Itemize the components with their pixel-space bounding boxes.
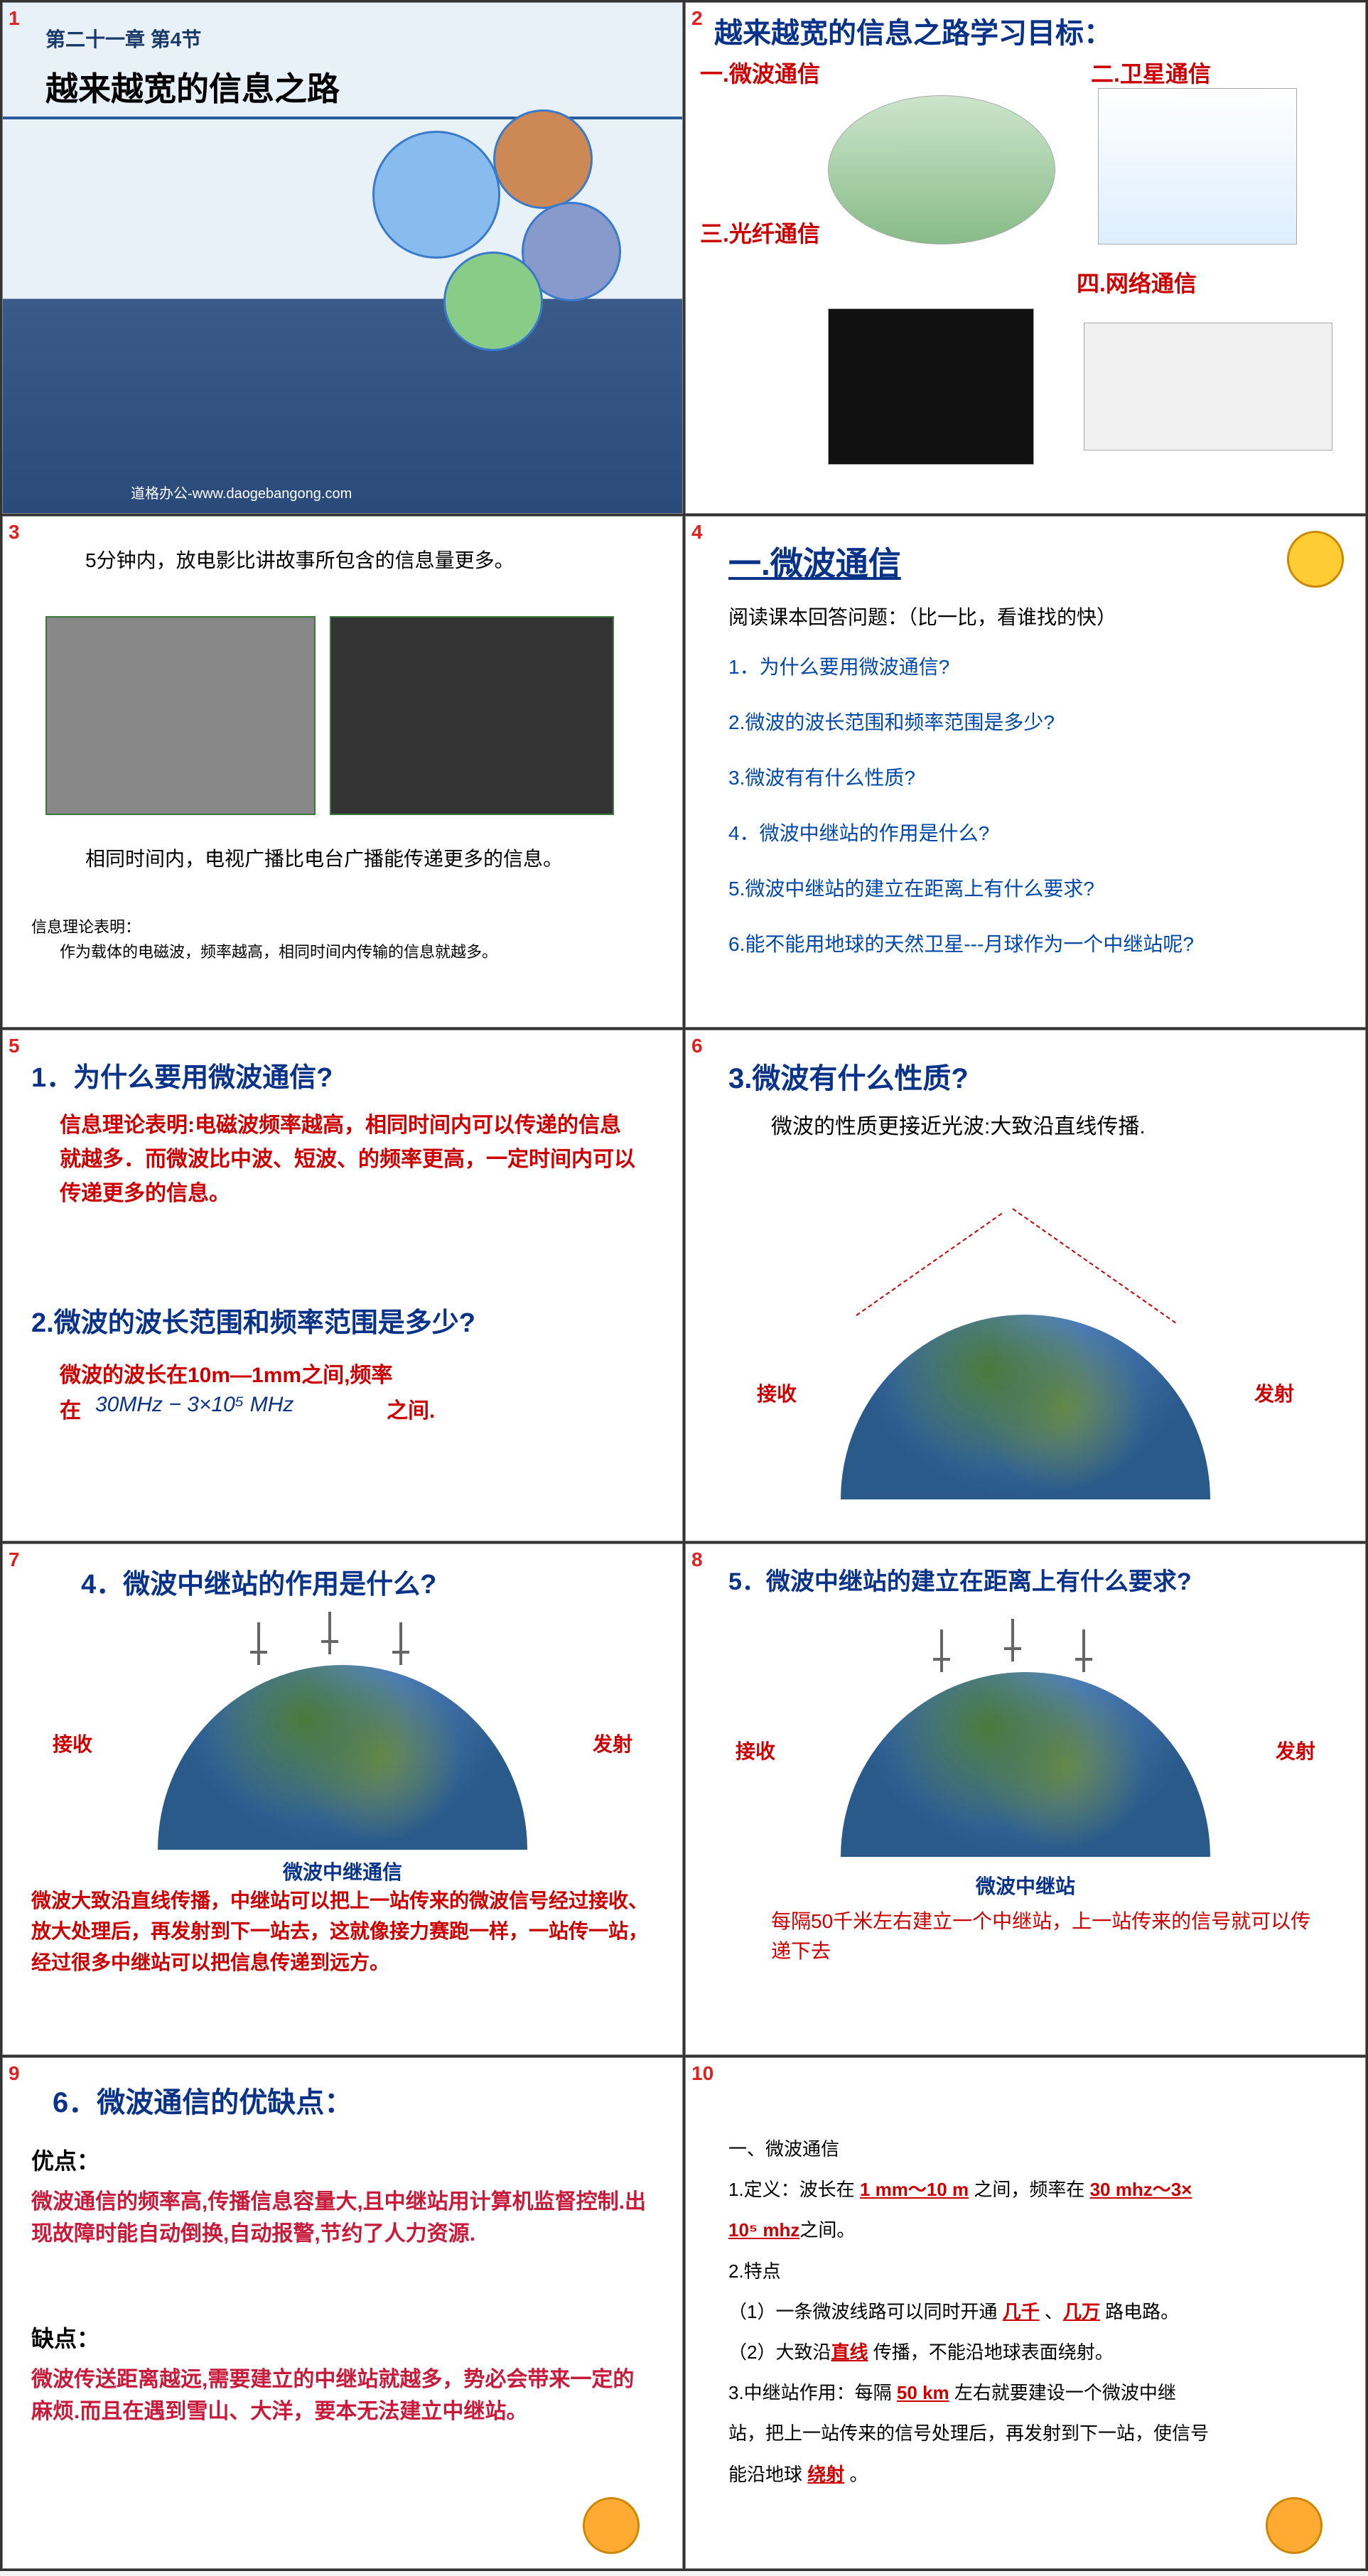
tower-icon bbox=[927, 1629, 956, 1672]
objectives-title: 越来越宽的信息之路学习目标： bbox=[714, 10, 1351, 51]
answer-5: 每隔50千米左右建立一个中继站，上一站传来的信号就可以传递下去 bbox=[771, 1907, 1323, 1966]
pros-text: 微波通信的频率高,传播信息容量大,且中继站用计算机监督控制.出现故障时能自动倒换… bbox=[31, 2186, 647, 2250]
slide-number: 7 bbox=[9, 1548, 20, 1571]
satellite-img bbox=[1098, 88, 1297, 244]
decorative-circle bbox=[372, 131, 500, 259]
slide-number: 9 bbox=[9, 2062, 20, 2085]
divider bbox=[3, 117, 682, 119]
slide-3: 3 5分钟内，放电影比讲故事所包含的信息量更多。 相同时间内，电视广播比电台广播… bbox=[2, 516, 683, 1028]
signal-line bbox=[856, 1213, 1002, 1316]
section-title: 一.微波通信 bbox=[728, 538, 901, 585]
story-img bbox=[45, 616, 316, 815]
slide-8: 8 5．微波中继站的建立在距离上有什么要求? 接收 发射 微波中继站 每隔50千… bbox=[685, 1543, 1366, 2055]
decorative-circle bbox=[493, 109, 593, 209]
slide-number: 1 bbox=[9, 7, 20, 30]
question-1: 1．为什么要用微波通信? bbox=[31, 1055, 333, 1094]
objective-item: 三.光纤通信 bbox=[700, 216, 820, 249]
answer-2a: 微波的波长在10m—1mm之间,频率 bbox=[60, 1357, 640, 1389]
question-3: 3.微波有什么性质? bbox=[728, 1055, 969, 1096]
intro-text-1: 5分钟内，放电影比讲故事所包含的信息量更多。 bbox=[45, 545, 654, 573]
microwave-img bbox=[828, 95, 1055, 244]
question-item: 3.微波有有什么性质? bbox=[728, 762, 1344, 791]
decorative-circle bbox=[443, 252, 543, 351]
tower-icon bbox=[387, 1622, 415, 1665]
intro-text-2: 相同时间内，电视广播比电台广播能传递更多的信息。 bbox=[45, 844, 654, 872]
summary-text: 一、微波通信1.定义：波长在 1 mm～10 m 之间，频率在 30 mhz～3… bbox=[728, 2129, 1330, 2495]
question-5: 5．微波中继站的建立在距离上有什么要求? bbox=[728, 1562, 1192, 1597]
question-item: 4．微波中继站的作用是什么? bbox=[728, 818, 1344, 846]
rx-label: 接收 bbox=[53, 1729, 92, 1757]
tx-label: 发射 bbox=[1276, 1736, 1315, 1764]
earth-diagram bbox=[841, 1672, 1210, 1857]
diagram-caption: 微波中继通信 bbox=[283, 1857, 402, 1885]
pros-label: 优点： bbox=[31, 2143, 99, 2176]
theory-label: 信息理论表明： bbox=[31, 915, 141, 937]
objective-item: 一.微波通信 bbox=[700, 56, 820, 89]
slide-number: 3 bbox=[9, 521, 20, 544]
slide-number: 2 bbox=[691, 7, 703, 30]
slide-6: 6 3.微波有什么性质? 微波的性质更接近光波:大致沿直线传播. 接收 发射 bbox=[685, 1030, 1366, 1541]
slide-number: 8 bbox=[691, 1548, 703, 1571]
earth-diagram bbox=[841, 1315, 1210, 1499]
objective-item: 二.卫星通信 bbox=[1091, 56, 1211, 89]
mascot-icon bbox=[583, 2497, 640, 2554]
clock-mascot-icon bbox=[1287, 531, 1344, 588]
slide-number: 6 bbox=[691, 1035, 703, 1057]
tx-label: 发射 bbox=[1254, 1379, 1294, 1407]
cons-text: 微波传送距离越远,需要建立的中继站就越多，势必会带来一定的麻烦.而且在遇到雪山、… bbox=[31, 2364, 647, 2427]
slide-2: 2 越来越宽的信息之路学习目标： 一.微波通信 二.卫星通信三.光纤通信四.网络通… bbox=[685, 2, 1366, 514]
objective-item: 四.网络通信 bbox=[1077, 266, 1197, 298]
slide-9: 9 6．微波通信的优缺点： 优点： 微波通信的频率高,传播信息容量大,且中继站用… bbox=[2, 2057, 683, 2569]
question-2: 2.微波的波长范围和频率范围是多少? bbox=[31, 1300, 475, 1340]
rx-label: 接收 bbox=[757, 1379, 797, 1407]
slide-10: 10 一、微波通信1.定义：波长在 1 mm～10 m 之间，频率在 30 mh… bbox=[685, 2057, 1366, 2569]
slide-4: 4 一.微波通信 阅读课本回答问题：（比一比，看谁找的快） 1．为什么要用微波通… bbox=[685, 516, 1366, 1028]
answer-2b: 在 bbox=[60, 1393, 81, 1424]
question-4: 4．微波中继站的作用是什么? bbox=[81, 1562, 436, 1601]
tower-icon bbox=[244, 1622, 273, 1665]
diagram-caption: 微波中继站 bbox=[976, 1871, 1075, 1899]
tower-icon bbox=[316, 1612, 344, 1654]
movie-img bbox=[330, 616, 614, 815]
fiber-img bbox=[828, 308, 1034, 465]
slide-5: 5 1．为什么要用微波通信? 信息理论表明:电磁波频率越高，相同时间内可以传递的… bbox=[2, 1030, 683, 1541]
instruction: 阅读课本回答问题：（比一比，看谁找的快） bbox=[728, 602, 1116, 630]
theory-text: 作为载体的电磁波，频率越高，相同时间内传输的信息就越多。 bbox=[60, 939, 497, 962]
question-item: 2.微波的波长范围和频率范围是多少? bbox=[728, 707, 1344, 735]
chapter-label: 第二十一章 第4节 bbox=[45, 24, 201, 53]
answer-2c: 之间. bbox=[387, 1393, 435, 1424]
source-url: 道格办公-www.daogebangong.com bbox=[131, 482, 352, 502]
slide-1: 1 第二十一章 第4节 越来越宽的信息之路 道格办公-www.daogebang… bbox=[2, 2, 683, 514]
slide-number: 5 bbox=[9, 1035, 20, 1057]
tower-icon bbox=[1070, 1629, 1098, 1672]
question-item: 6.能不能用地球的天然卫星---月球作为一个中继站呢? bbox=[728, 929, 1344, 957]
earth-diagram bbox=[158, 1665, 527, 1850]
mascot-icon bbox=[1266, 2497, 1323, 2554]
answer-1: 信息理论表明:电磁波频率越高，相同时间内可以传递的信息就越多．而微波比中波、短波… bbox=[60, 1109, 640, 1211]
tx-label: 发射 bbox=[593, 1729, 632, 1757]
network-img bbox=[1084, 323, 1332, 451]
rx-label: 接收 bbox=[736, 1736, 775, 1764]
signal-line bbox=[1012, 1208, 1176, 1323]
frequency-formula: 30MHz − 3×10⁵ MHz bbox=[95, 1393, 293, 1417]
tower-icon bbox=[998, 1619, 1027, 1661]
slide-grid: 1 第二十一章 第4节 越来越宽的信息之路 道格办公-www.daogebang… bbox=[0, 0, 1368, 2571]
cons-label: 缺点： bbox=[31, 2321, 99, 2354]
question-6: 6．微波通信的优缺点： bbox=[53, 2079, 352, 2120]
question-item: 1．为什么要用微波通信? bbox=[728, 652, 1344, 680]
question-item: 5.微波中继站的建立在距离上有什么要求? bbox=[728, 873, 1344, 902]
slide-number: 10 bbox=[691, 2062, 713, 2085]
answer-4: 微波大致沿直线传播，中继站可以把上一站传来的微波信号经过接收、放大处理后，再发射… bbox=[31, 1885, 654, 1978]
slide-7: 7 4．微波中继站的作用是什么? 接收 发射 微波中继通信 微波大致沿直线传播，… bbox=[2, 1543, 683, 2055]
answer-3: 微波的性质更接近光波:大致沿直线传播. bbox=[771, 1109, 1146, 1140]
main-title: 越来越宽的信息之路 bbox=[45, 63, 340, 110]
slide-number: 4 bbox=[691, 521, 703, 544]
